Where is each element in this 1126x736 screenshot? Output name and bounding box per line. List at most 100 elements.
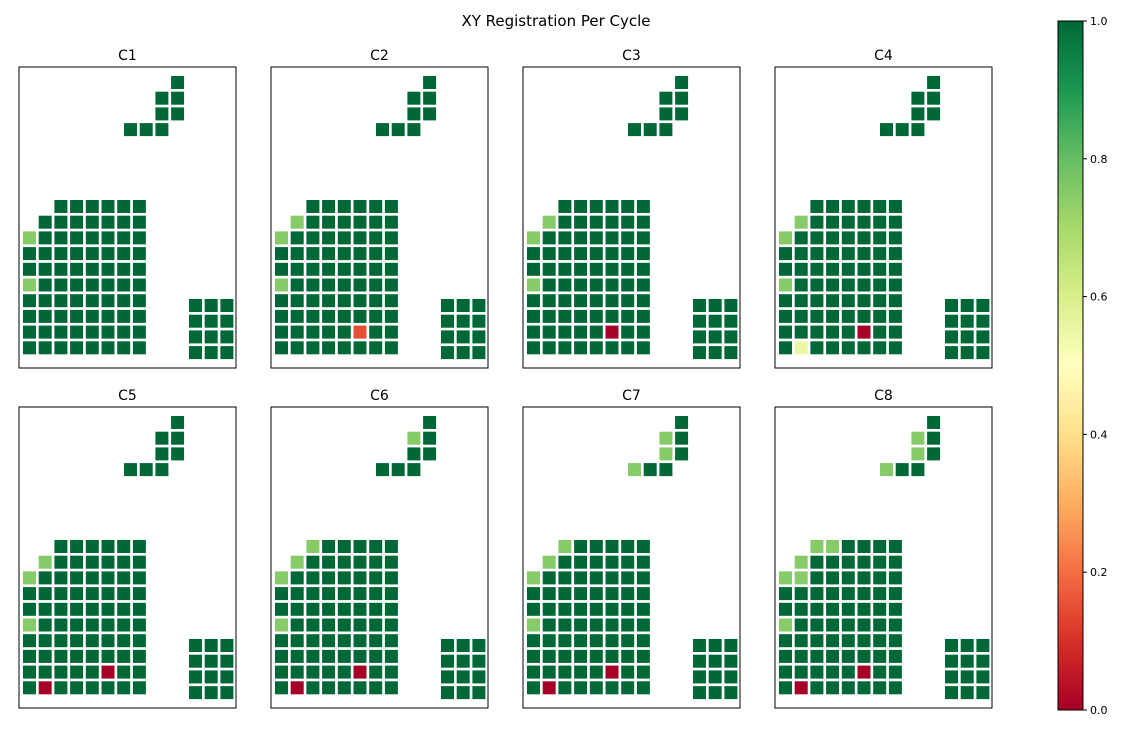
tile bbox=[204, 686, 218, 700]
tile bbox=[895, 463, 909, 477]
tile bbox=[85, 634, 99, 648]
tile bbox=[322, 294, 336, 308]
tile bbox=[101, 278, 115, 292]
tile bbox=[70, 262, 84, 276]
tile bbox=[353, 262, 367, 276]
tile bbox=[322, 341, 336, 355]
tile bbox=[605, 571, 619, 585]
tile bbox=[275, 278, 288, 292]
tile bbox=[945, 330, 958, 344]
tile bbox=[132, 634, 146, 648]
tile bbox=[132, 665, 146, 679]
tile bbox=[353, 294, 367, 308]
tile bbox=[880, 463, 893, 477]
tile bbox=[101, 681, 115, 695]
tile bbox=[54, 325, 68, 339]
tile bbox=[322, 262, 336, 276]
tile bbox=[204, 346, 218, 360]
tile bbox=[857, 665, 871, 679]
tile bbox=[810, 634, 824, 648]
tile bbox=[693, 314, 706, 328]
tile bbox=[132, 278, 146, 292]
tile bbox=[38, 294, 52, 308]
tile bbox=[38, 602, 52, 616]
tile bbox=[636, 215, 650, 229]
tile bbox=[873, 649, 887, 663]
tile bbox=[621, 341, 635, 355]
tile bbox=[407, 107, 421, 121]
tile bbox=[306, 618, 320, 632]
tile bbox=[888, 587, 902, 601]
tile bbox=[132, 587, 146, 601]
tile bbox=[945, 299, 958, 312]
tile bbox=[38, 649, 52, 663]
tile bbox=[888, 200, 902, 213]
tile bbox=[810, 602, 824, 616]
tile bbox=[322, 325, 336, 339]
tile bbox=[826, 571, 840, 585]
tile bbox=[290, 262, 304, 276]
tile bbox=[779, 602, 792, 616]
tile bbox=[945, 346, 958, 360]
tile bbox=[675, 416, 689, 429]
tile bbox=[826, 555, 840, 569]
colorbar: 0.0 0.2 0.4 0.6 0.8 1.0 bbox=[1057, 15, 1108, 717]
tile bbox=[542, 634, 556, 648]
tile bbox=[527, 294, 540, 308]
tile bbox=[542, 665, 556, 679]
tile bbox=[779, 325, 792, 339]
tile bbox=[826, 602, 840, 616]
tile bbox=[306, 215, 320, 229]
tile bbox=[826, 634, 840, 648]
tile bbox=[322, 618, 336, 632]
tile bbox=[675, 431, 689, 445]
tile bbox=[873, 231, 887, 245]
tile bbox=[220, 346, 234, 360]
tile bbox=[353, 555, 367, 569]
tile bbox=[38, 634, 52, 648]
tile bbox=[927, 91, 941, 105]
tile bbox=[574, 618, 588, 632]
tile bbox=[945, 670, 958, 684]
tile bbox=[888, 341, 902, 355]
tile bbox=[542, 649, 556, 663]
tile bbox=[826, 262, 840, 276]
tile bbox=[54, 665, 68, 679]
tile bbox=[306, 309, 320, 323]
tile bbox=[558, 294, 572, 308]
panel-title: C4 bbox=[874, 48, 893, 64]
tile bbox=[132, 325, 146, 339]
tile bbox=[384, 649, 398, 663]
tile bbox=[693, 346, 706, 360]
tile bbox=[290, 571, 304, 585]
tile bbox=[873, 571, 887, 585]
tile bbox=[353, 681, 367, 695]
tile bbox=[384, 309, 398, 323]
panel-c4: C4 bbox=[774, 48, 993, 369]
tile bbox=[542, 215, 556, 229]
tile bbox=[794, 262, 808, 276]
tile bbox=[810, 215, 824, 229]
tile bbox=[456, 670, 470, 684]
tile bbox=[353, 278, 367, 292]
tile bbox=[369, 665, 383, 679]
tile bbox=[605, 618, 619, 632]
tile bbox=[621, 247, 635, 261]
tile bbox=[23, 681, 36, 695]
tile bbox=[70, 215, 84, 229]
tile bbox=[275, 587, 288, 601]
tile bbox=[337, 341, 351, 355]
tile bbox=[589, 649, 603, 663]
tile bbox=[826, 618, 840, 632]
tile bbox=[369, 309, 383, 323]
tile bbox=[124, 463, 137, 477]
tile bbox=[117, 309, 131, 323]
tile bbox=[976, 299, 990, 312]
tile bbox=[794, 215, 808, 229]
tile bbox=[306, 665, 320, 679]
tile bbox=[810, 262, 824, 276]
tile bbox=[290, 618, 304, 632]
tile bbox=[306, 602, 320, 616]
tile bbox=[873, 278, 887, 292]
tile bbox=[306, 571, 320, 585]
